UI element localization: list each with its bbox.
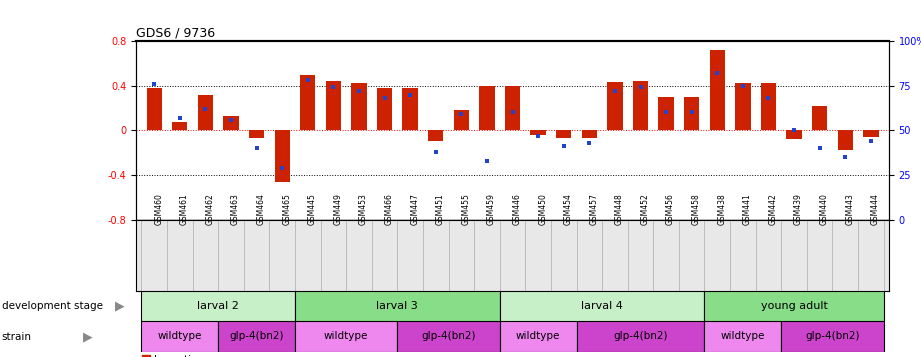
Bar xyxy=(787,130,802,139)
Text: GSM466: GSM466 xyxy=(385,193,393,225)
Text: larval 4: larval 4 xyxy=(581,301,623,311)
Text: GSM465: GSM465 xyxy=(282,193,291,225)
Text: larval 2: larval 2 xyxy=(197,301,239,311)
Text: GSM440: GSM440 xyxy=(820,193,829,225)
Bar xyxy=(607,82,623,130)
Text: glp-4(bn2): glp-4(bn2) xyxy=(613,331,668,342)
Text: larval 3: larval 3 xyxy=(377,301,418,311)
Text: GSM457: GSM457 xyxy=(589,193,599,225)
Bar xyxy=(377,88,392,130)
Text: GSM446: GSM446 xyxy=(512,193,521,225)
Bar xyxy=(863,130,879,137)
Text: wildtype: wildtype xyxy=(157,331,202,342)
Bar xyxy=(274,130,290,182)
Bar xyxy=(556,130,571,138)
Text: GSM444: GSM444 xyxy=(871,193,880,225)
Text: GSM450: GSM450 xyxy=(538,193,547,225)
Text: GSM458: GSM458 xyxy=(692,193,701,225)
Text: GSM461: GSM461 xyxy=(180,193,189,225)
Text: GSM449: GSM449 xyxy=(333,193,343,225)
Bar xyxy=(402,88,418,130)
Text: ▶: ▶ xyxy=(83,330,92,343)
Bar xyxy=(397,321,500,352)
Bar xyxy=(705,291,883,321)
Bar xyxy=(172,122,188,130)
Text: GSM462: GSM462 xyxy=(205,193,215,225)
Bar xyxy=(582,130,597,138)
Bar xyxy=(633,81,648,130)
Bar xyxy=(812,106,827,130)
Text: GSM443: GSM443 xyxy=(845,193,855,225)
Text: GSM445: GSM445 xyxy=(308,193,317,225)
Text: GSM447: GSM447 xyxy=(410,193,419,225)
Text: glp-4(bn2): glp-4(bn2) xyxy=(805,331,859,342)
Legend: log ratio, percentile rank within the sample: log ratio, percentile rank within the sa… xyxy=(142,355,330,357)
Text: GSM451: GSM451 xyxy=(436,193,445,225)
Text: glp-4(bn2): glp-4(bn2) xyxy=(229,331,284,342)
Bar xyxy=(781,321,883,352)
Text: GSM460: GSM460 xyxy=(154,193,163,225)
Bar xyxy=(142,321,218,352)
Text: GSM442: GSM442 xyxy=(768,193,777,225)
Bar xyxy=(198,95,213,130)
Bar xyxy=(577,321,705,352)
Bar xyxy=(249,130,264,138)
Bar xyxy=(684,97,699,130)
Text: GSM441: GSM441 xyxy=(743,193,752,225)
Text: ▶: ▶ xyxy=(115,300,124,313)
Text: GSM454: GSM454 xyxy=(564,193,573,225)
Bar xyxy=(351,84,367,130)
Text: GSM452: GSM452 xyxy=(640,193,649,225)
Text: GDS6 / 9736: GDS6 / 9736 xyxy=(136,27,216,40)
Bar xyxy=(709,50,725,130)
Bar xyxy=(295,321,397,352)
Text: GSM464: GSM464 xyxy=(257,193,265,225)
Text: GSM439: GSM439 xyxy=(794,193,803,225)
Text: wildtype: wildtype xyxy=(516,331,560,342)
Text: wildtype: wildtype xyxy=(324,331,368,342)
Bar xyxy=(500,291,705,321)
Bar xyxy=(295,291,500,321)
Text: GSM459: GSM459 xyxy=(487,193,495,225)
Text: GSM463: GSM463 xyxy=(231,193,240,225)
Text: GSM456: GSM456 xyxy=(666,193,675,225)
Bar xyxy=(761,84,776,130)
Text: glp-4(bn2): glp-4(bn2) xyxy=(421,331,476,342)
Bar xyxy=(428,130,443,141)
Bar xyxy=(479,86,495,130)
Bar xyxy=(142,291,295,321)
Bar xyxy=(146,88,162,130)
Bar xyxy=(223,116,239,130)
Bar xyxy=(218,321,295,352)
Text: wildtype: wildtype xyxy=(721,331,765,342)
Text: strain: strain xyxy=(2,332,32,342)
Bar xyxy=(505,86,520,130)
Bar xyxy=(300,75,316,130)
Text: young adult: young adult xyxy=(761,301,827,311)
Text: GSM455: GSM455 xyxy=(461,193,471,225)
Bar xyxy=(837,130,853,150)
Text: GSM453: GSM453 xyxy=(359,193,368,225)
Bar xyxy=(500,321,577,352)
Text: development stage: development stage xyxy=(2,301,103,311)
Bar xyxy=(326,81,341,130)
Text: GSM448: GSM448 xyxy=(615,193,624,225)
Bar xyxy=(454,110,469,130)
Text: GSM438: GSM438 xyxy=(717,193,727,225)
Bar xyxy=(530,130,546,135)
Bar xyxy=(659,97,674,130)
Bar xyxy=(705,321,781,352)
Bar xyxy=(735,84,751,130)
